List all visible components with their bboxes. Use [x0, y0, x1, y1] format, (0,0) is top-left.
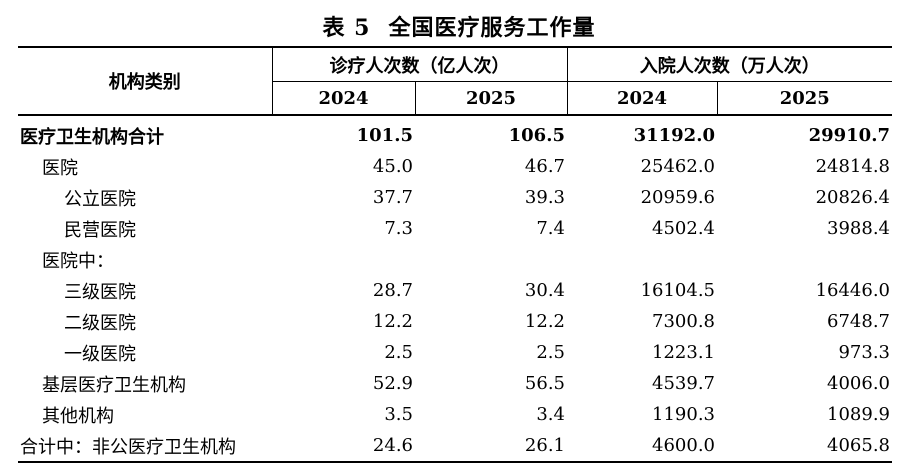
cell-value: 3988.4: [827, 218, 890, 239]
cell-value: 3.5: [384, 404, 413, 425]
cell-value: 28.7: [372, 280, 413, 301]
cell-value: 26.1: [415, 430, 567, 463]
cell-value: 7.3: [384, 218, 413, 239]
cell-value: 39.3: [524, 187, 565, 208]
header-admissions-group: 入院人次数（万人次）: [567, 46, 892, 82]
cell-value: 7.4: [536, 218, 565, 239]
table-row: 二级医院 12.2 12.2 7300.8 6748.7: [18, 306, 892, 337]
cell-value: [567, 244, 717, 275]
cell-value: [272, 244, 415, 275]
cell-value: 29910.7: [808, 125, 890, 146]
header-year: 2025: [415, 81, 568, 116]
row-label: 其他机构: [42, 405, 114, 427]
table-row: 基层医疗卫生机构 52.9 56.5 4539.7 4006.0: [18, 368, 892, 399]
row-label: 医疗卫生机构合计: [20, 126, 164, 148]
cell-value: 2.5: [536, 342, 565, 363]
cell-value: 30.4: [524, 280, 565, 301]
table-row: 合计中：非公医疗卫生机构 24.6 26.1 4600.0 4065.8: [18, 430, 892, 463]
cell-value: 16446.0: [815, 280, 890, 301]
header-row-years: 2024 2025 2024 2025: [18, 81, 892, 116]
row-label: 合计中：非公医疗卫生机构: [18, 430, 272, 463]
table-row: 一级医院 2.5 2.5 1223.1 973.3: [18, 337, 892, 368]
cell-value: 25462.0: [640, 156, 715, 177]
cell-value: 24.6: [272, 430, 415, 463]
table-row: 民营医院 7.3 7.4 4502.4 3988.4: [18, 213, 892, 244]
cell-value: 4006.0: [827, 373, 890, 394]
cell-value: 56.5: [524, 373, 565, 394]
cell-value: 52.9: [372, 373, 413, 394]
row-label: 三级医院: [64, 281, 136, 303]
header-year: 2024: [567, 81, 718, 116]
cell-value: 973.3: [838, 342, 890, 363]
row-label: 医院中：: [42, 250, 114, 272]
cell-value: 7300.8: [652, 311, 715, 332]
table-row: 医疗卫生机构合计 101.5 106.5 31192.0 29910.7: [18, 120, 892, 151]
cell-value: 4065.8: [717, 430, 892, 463]
cell-value: 6748.7: [827, 311, 890, 332]
table-row: 公立医院 37.7 39.3 20959.6 20826.4: [18, 182, 892, 213]
cell-value: 101.5: [356, 125, 413, 146]
cell-value: 3.4: [536, 404, 565, 425]
cell-value: 24814.8: [815, 156, 890, 177]
header-category: 机构类别: [18, 46, 273, 116]
cell-value: 46.7: [524, 156, 565, 177]
table-row: 三级医院 28.7 30.4 16104.5 16446.0: [18, 275, 892, 306]
cell-value: 1223.1: [652, 342, 715, 363]
cell-value: [415, 244, 567, 275]
row-label: 基层医疗卫生机构: [42, 374, 186, 396]
cell-value: 4502.4: [652, 218, 715, 239]
row-label: 医院: [42, 157, 78, 179]
header-row-groups: 机构类别 诊疗人次数（亿人次） 入院人次数（万人次）: [18, 46, 892, 116]
header-visits-group: 诊疗人次数（亿人次）: [272, 46, 568, 82]
row-label: 二级医院: [64, 312, 136, 334]
cell-value: 12.2: [524, 311, 565, 332]
cell-value: 45.0: [372, 156, 413, 177]
cell-value: 2.5: [384, 342, 413, 363]
table-title: 表 5 全国医疗服务工作量: [0, 10, 918, 42]
cell-value: [717, 244, 892, 275]
row-label: 公立医院: [64, 188, 136, 210]
cell-value: 4600.0: [567, 430, 717, 463]
cell-value: 106.5: [508, 125, 565, 146]
cell-value: 31192.0: [633, 125, 715, 146]
header-year: 2025: [717, 81, 892, 116]
cell-value: 20959.6: [640, 187, 715, 208]
cell-value: 1190.3: [652, 404, 715, 425]
header-year: 2024: [272, 81, 416, 116]
cell-value: 12.2: [372, 311, 413, 332]
service-workload-table: 机构类别 诊疗人次数（亿人次） 入院人次数（万人次） 2024 2025 202…: [18, 46, 892, 463]
table-row: 医院中：: [18, 244, 892, 275]
cell-value: 4539.7: [652, 373, 715, 394]
cell-value: 20826.4: [815, 187, 890, 208]
table-number: 表 5: [322, 15, 371, 41]
row-label: 民营医院: [64, 219, 136, 241]
table-row: 其他机构 3.5 3.4 1190.3 1089.9: [18, 399, 892, 430]
table-row: 医院 45.0 46.7 25462.0 24814.8: [18, 151, 892, 182]
row-label: 一级医院: [64, 343, 136, 365]
cell-value: 37.7: [372, 187, 413, 208]
table-caption: 全国医疗服务工作量: [388, 15, 596, 41]
cell-value: 16104.5: [640, 280, 715, 301]
cell-value: 1089.9: [827, 404, 890, 425]
